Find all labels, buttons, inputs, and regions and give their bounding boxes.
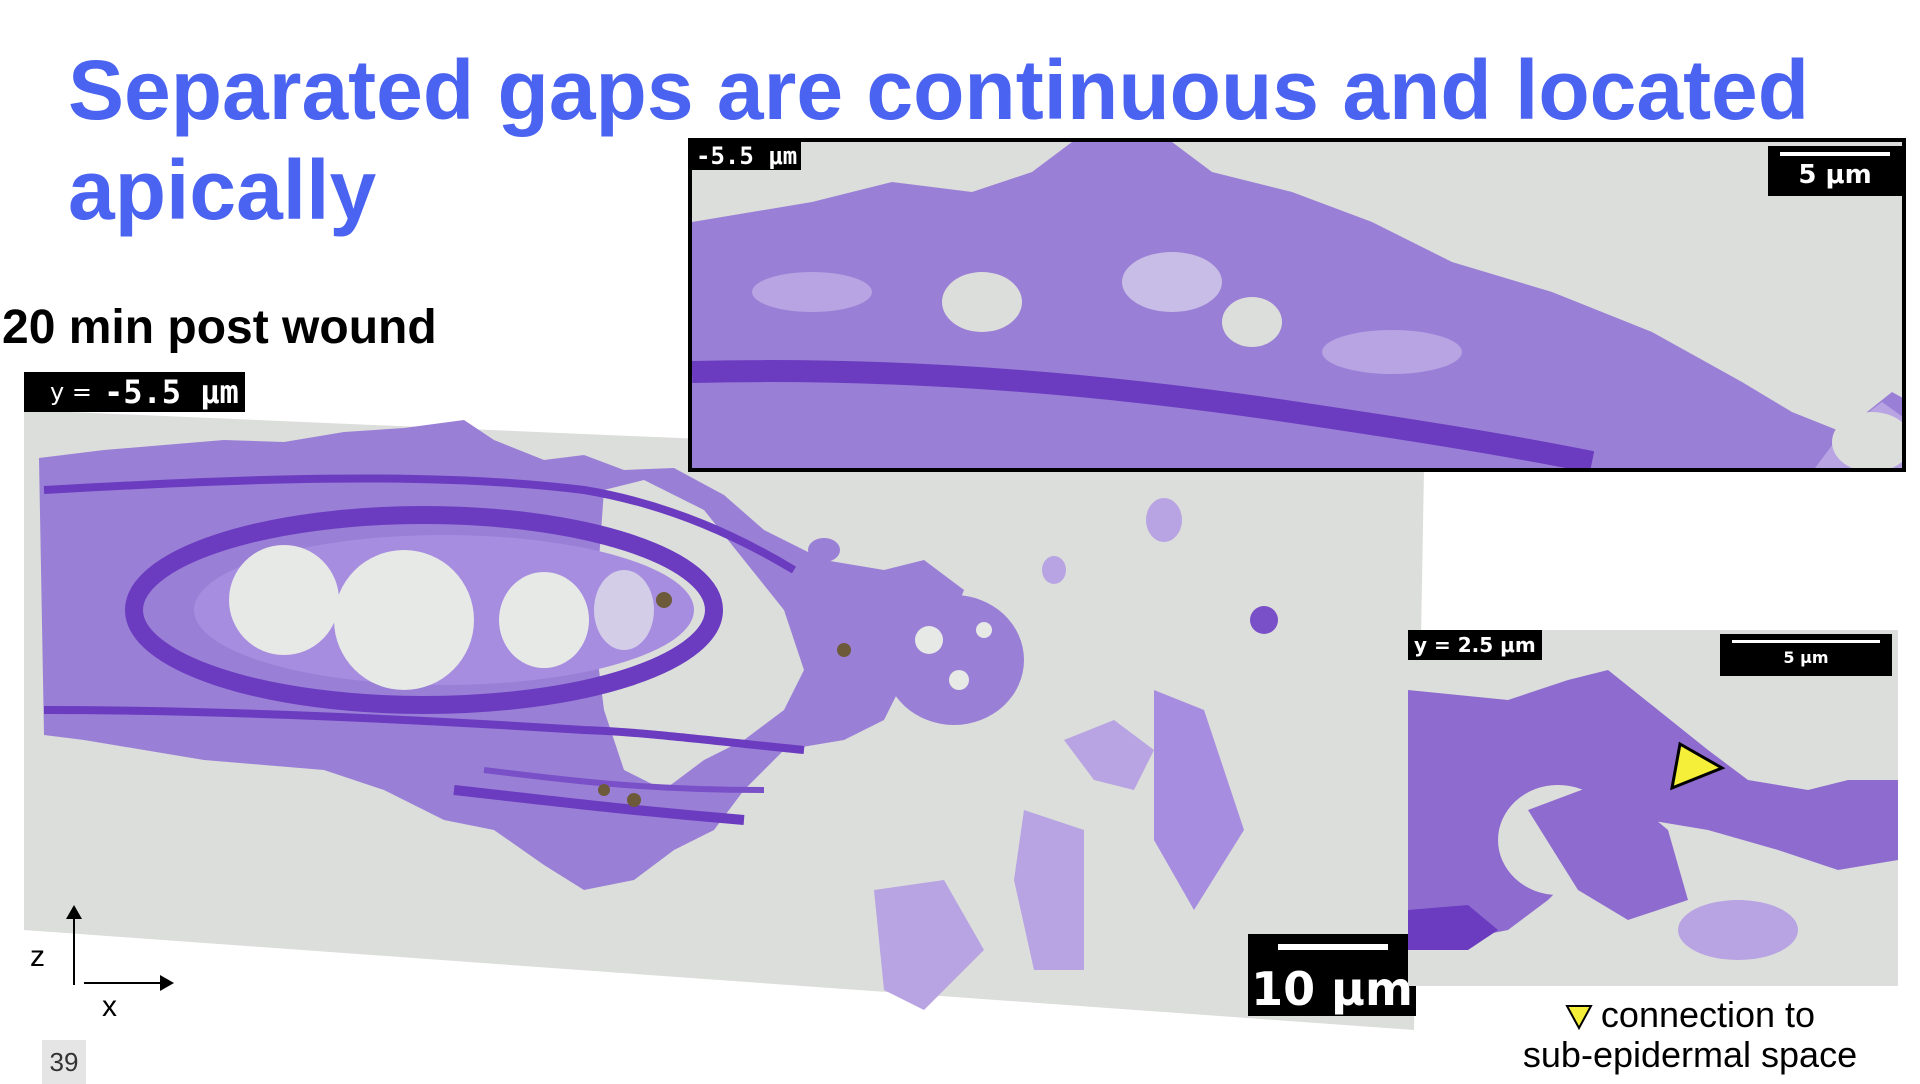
axis-z-arrow-icon — [66, 905, 82, 919]
side-inset-depth-label: y = 2.5 μm — [1408, 630, 1542, 660]
slide-subtitle: 20 min post wound — [2, 301, 437, 354]
side-inset-scale-bar-line — [1732, 640, 1880, 643]
top-inset: -5.5 μm 5 μm — [688, 138, 1906, 472]
legend-line-1: connection to — [1480, 995, 1900, 1035]
main-micrograph: y = -5.5 μm — [24, 410, 1424, 1030]
yellow-triangle-icon — [1565, 1005, 1593, 1031]
top-inset-scale-bar-line — [1780, 152, 1890, 156]
side-inset-scale-bar: 5 μm — [1720, 634, 1892, 676]
axis-x-label: x — [102, 990, 117, 1023]
side-inset-scale-bar-label: 5 μm — [1783, 648, 1829, 667]
main-scale-bar-line — [1278, 944, 1388, 950]
page-number: 39 — [42, 1040, 86, 1084]
legend-text-line-1: connection to — [1600, 994, 1816, 1035]
main-scale-bar: 10 μm — [1248, 934, 1416, 1016]
main-y-tag-prefix: y = — [50, 378, 92, 406]
legend-caption: connection to sub-epidermal space — [1480, 995, 1900, 1075]
top-inset-scale-bar: 5 μm — [1768, 146, 1902, 196]
side-inset-image — [1408, 670, 1898, 960]
top-inset-scale-bar-label: 5 μm — [1798, 160, 1872, 190]
legend-text-line-2: sub-epidermal space — [1522, 1034, 1858, 1075]
axis-z-label: z — [30, 940, 45, 973]
main-y-tag: y = -5.5 μm — [24, 372, 245, 412]
main-scale-bar-label: 10 μm — [1251, 962, 1413, 1016]
axis-x-arrow-icon — [160, 975, 174, 991]
connection-marker-icon — [1670, 741, 1726, 791]
top-inset-depth-label: -5.5 μm — [692, 142, 802, 170]
top-inset-image — [692, 142, 1902, 468]
main-y-tag-value: -5.5 μm — [103, 373, 239, 411]
slide-title: Separated gaps are continuous and locate… — [68, 43, 1810, 237]
main-micrograph-image — [24, 410, 1424, 1030]
axis-indicator — [66, 905, 174, 991]
side-inset: y = 2.5 μm 5 μm — [1408, 630, 1898, 986]
